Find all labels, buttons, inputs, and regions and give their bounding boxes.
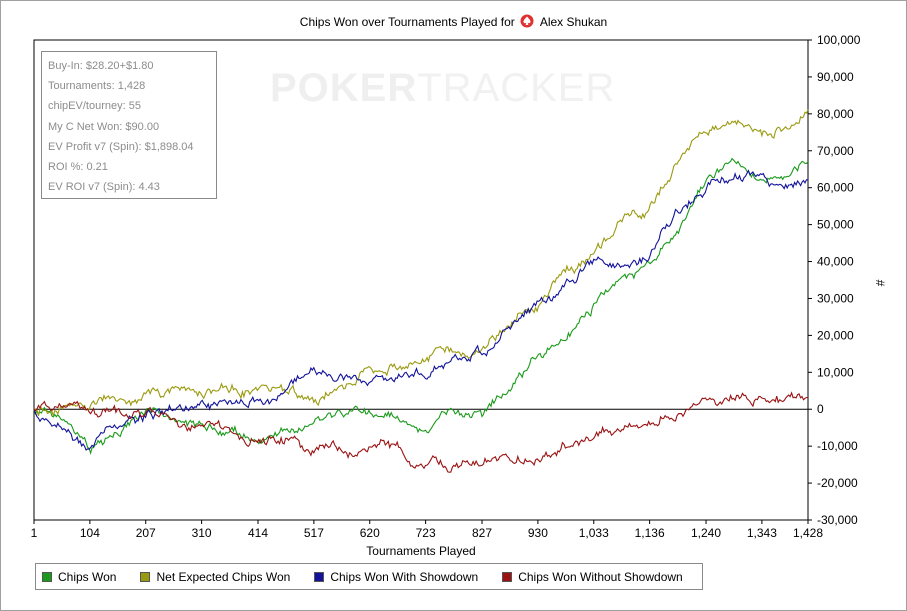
x-tick-label: 1,428 [793, 526, 823, 540]
stat-chipev: chipEV/tourney: 55 [48, 100, 141, 113]
x-tick-label: 310 [192, 526, 212, 540]
legend-swatch [42, 571, 52, 582]
series-chips-won [33, 157, 809, 456]
y-tick-label: 60,000 [817, 181, 854, 195]
x-tick-label: 1 [31, 526, 38, 540]
legend-swatch [502, 571, 513, 582]
series-without-showdown [33, 391, 808, 473]
plot-area-border [33, 39, 809, 521]
stat-tournaments: Tournaments: 1,428 [48, 80, 146, 93]
y-tick-label: 50,000 [817, 218, 854, 232]
pokertracker-watermark: POKERTRACKER [270, 66, 616, 110]
y-tick-label: 40,000 [817, 255, 854, 269]
legend-swatch [314, 571, 325, 582]
x-tick-label: 104 [80, 526, 100, 540]
series-net-expected [34, 109, 809, 418]
legend-item-without-showdown[interactable]: Chips Won Without Showdown [502, 570, 683, 584]
spade-icon [520, 14, 534, 31]
legend: Chips Won Net Expected Chips Won Chips W… [35, 563, 703, 590]
y-tick-label: 30,000 [817, 291, 854, 305]
y-axis: -30,000 -20,000 -10,000 0 10,000 20,000 30,000… [808, 33, 861, 527]
y-tick-label: 10,000 [817, 365, 854, 379]
y-tick-label: -20,000 [817, 476, 858, 490]
legend-label: Chips Won Without Showdown [518, 569, 683, 584]
chart-title-text: Chips Won over Tournaments Played for [299, 15, 515, 29]
x-tick-label: 1,033 [579, 526, 609, 540]
chart-title: Chips Won over Tournaments Played for Al… [0, 14, 907, 31]
stat-ev-roi: EV ROI v7 (Spin): 4.43 [48, 181, 160, 194]
y-tick-label: 80,000 [817, 107, 854, 121]
stat-ev-profit: EV Profit v7 (Spin): $1,898.04 [48, 140, 194, 153]
stat-roi: ROI %: 0.21 [48, 160, 108, 173]
series-group [33, 109, 809, 473]
legend-item-chips-won[interactable]: Chips Won [42, 570, 116, 584]
x-tick-label: 1,343 [747, 526, 777, 540]
x-tick-label: 414 [248, 526, 268, 540]
y-tick-label: -30,000 [817, 513, 858, 527]
y-tick-label: -10,000 [817, 439, 858, 453]
y-tick-label: 0 [817, 402, 824, 416]
legend-item-net-expected[interactable]: Net Expected Chips Won [140, 570, 290, 584]
x-tick-label: 723 [416, 526, 436, 540]
x-tick-label: 1,136 [635, 526, 665, 540]
y-tick-label: 90,000 [817, 70, 854, 84]
y-axis-label: # [873, 280, 887, 287]
stats-box: Buy-In: $28.20+$1.80 Tournaments: 1,428 … [41, 51, 217, 199]
x-tick-label: 620 [360, 526, 380, 540]
x-tick-label: 207 [136, 526, 156, 540]
x-tick-label: 827 [472, 526, 492, 540]
legend-label: Chips Won [58, 569, 117, 584]
x-tick-label: 930 [528, 526, 548, 540]
y-tick-label: 20,000 [817, 328, 854, 342]
legend-label: Chips Won With Showdown [330, 569, 479, 584]
x-axis: 1 104 207 310 414 517 620 723 827 930 1,033 1,136 1,… [31, 520, 823, 540]
stat-net-won: My C Net Won: $90.00 [48, 120, 160, 133]
y-tick-label: 100,000 [817, 33, 861, 47]
x-axis-label: Tournaments Played [366, 544, 475, 558]
x-tick-label: 517 [304, 526, 324, 540]
legend-item-with-showdown[interactable]: Chips Won With Showdown [314, 570, 478, 584]
legend-swatch [140, 571, 151, 582]
player-name: Alex Shukan [539, 15, 608, 29]
y-tick-label: 70,000 [817, 144, 854, 158]
stat-buy-in: Buy-In: $28.20+$1.80 [48, 60, 154, 72]
x-tick-label: 1,240 [691, 526, 721, 540]
legend-label: Net Expected Chips Won [156, 569, 291, 584]
